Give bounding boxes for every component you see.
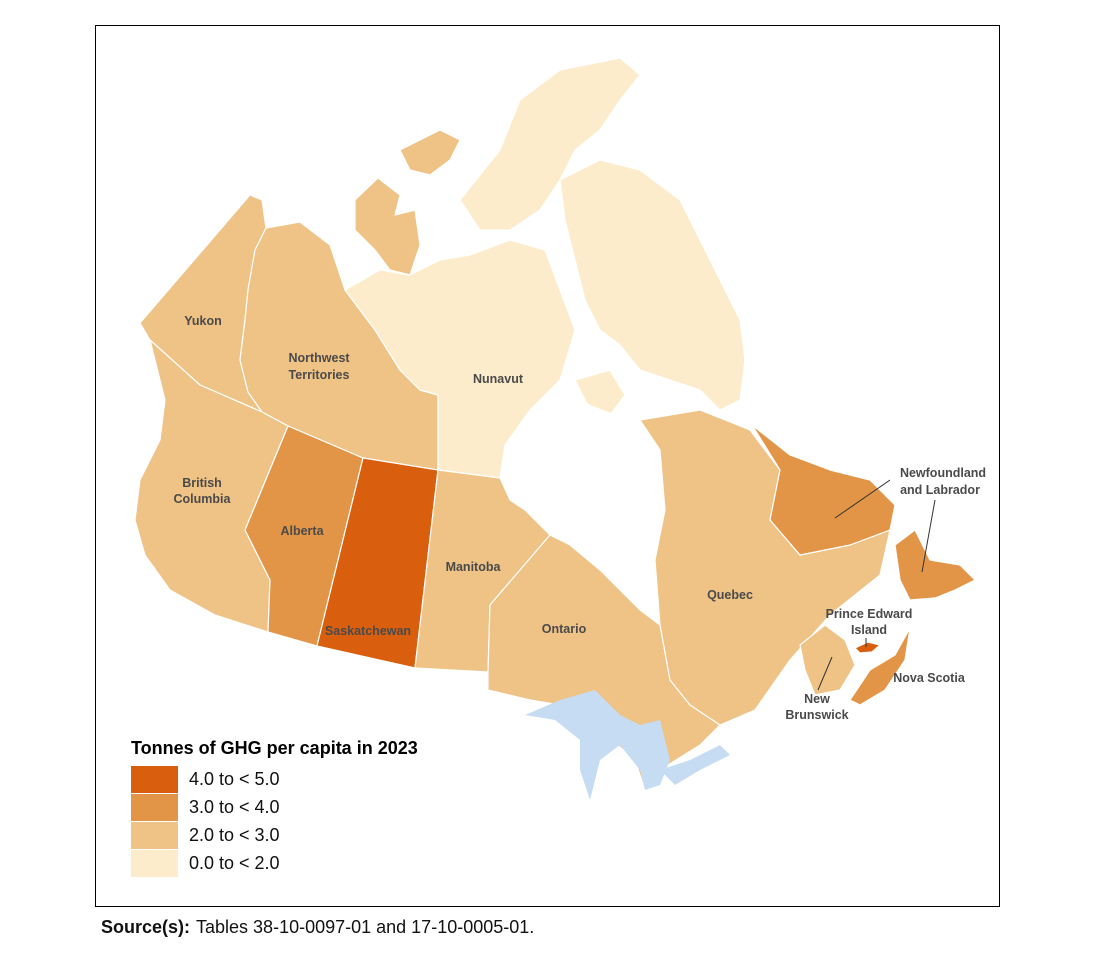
- hudson-bay: [505, 380, 665, 610]
- label-bc-line1: British: [182, 476, 222, 490]
- legend-label: 0.0 to < 2.0: [189, 852, 280, 873]
- source-note: Source(s): Tables 38-10-0097-01 and 17-10…: [101, 917, 534, 938]
- label-nwt-line1: Northwest: [288, 351, 350, 365]
- region-nunavut-baffin: [559, 159, 746, 411]
- label-nl-line2: and Labrador: [900, 483, 980, 497]
- leader-new-brunswick: [817, 656, 833, 691]
- lake-erie-ontario: [660, 745, 730, 785]
- leader-labrador: [834, 479, 891, 519]
- region-newfoundland-island: [894, 529, 976, 601]
- region-british-columbia: [134, 339, 289, 633]
- label-nova-scotia: Nova Scotia: [893, 671, 966, 685]
- label-nb-line2: Brunswick: [785, 708, 848, 722]
- region-nunavut-islands: [459, 57, 641, 231]
- label-manitoba: Manitoba: [446, 560, 502, 574]
- region-quebec: [639, 409, 891, 726]
- region-nova-scotia: [849, 627, 911, 706]
- label-bc-line2: Columbia: [174, 492, 232, 506]
- legend-swatch: [131, 821, 178, 849]
- legend-item: 3.0 to < 4.0: [131, 793, 418, 821]
- legend-swatch: [131, 849, 178, 877]
- legend: Tonnes of GHG per capita in 2023 4.0 to …: [131, 738, 418, 877]
- label-quebec: Quebec: [707, 588, 753, 602]
- label-pei-line1: Prince Edward: [826, 607, 913, 621]
- legend-swatch: [131, 765, 178, 793]
- great-lakes: [525, 690, 670, 800]
- region-northwest-territories-islands-2: [399, 129, 461, 176]
- legend-label: 3.0 to < 4.0: [189, 796, 280, 817]
- source-label: Source(s):: [101, 917, 191, 937]
- label-yukon: Yukon: [184, 314, 222, 328]
- label-nb-line1: New: [804, 692, 830, 706]
- label-saskatchewan: Saskatchewan: [325, 624, 411, 638]
- legend-item: 0.0 to < 2.0: [131, 849, 418, 877]
- source-text: Tables 38-10-0097-01 and 17-10-0005-01.: [196, 917, 535, 937]
- region-prince-edward-island: [854, 641, 881, 654]
- legend-title: Tonnes of GHG per capita in 2023: [131, 738, 418, 758]
- legend-label: 4.0 to < 5.0: [189, 768, 280, 789]
- region-newfoundland-and-labrador: [751, 424, 896, 556]
- label-pei-line2: Island: [851, 623, 887, 637]
- legend-item: 2.0 to < 3.0: [131, 821, 418, 849]
- label-alberta: Alberta: [280, 524, 324, 538]
- label-ontario: Ontario: [542, 622, 587, 636]
- leader-newfoundland: [921, 499, 936, 573]
- region-northwest-territories-islands: [354, 177, 421, 276]
- region-new-brunswick: [799, 624, 856, 696]
- label-nunavut: Nunavut: [473, 372, 524, 386]
- legend-swatch: [131, 793, 178, 821]
- label-nl-line1: Newfoundland: [900, 466, 986, 480]
- legend-label: 2.0 to < 3.0: [189, 824, 280, 845]
- legend-item: 4.0 to < 5.0: [131, 765, 418, 793]
- label-nwt-line2: Territories: [289, 368, 350, 382]
